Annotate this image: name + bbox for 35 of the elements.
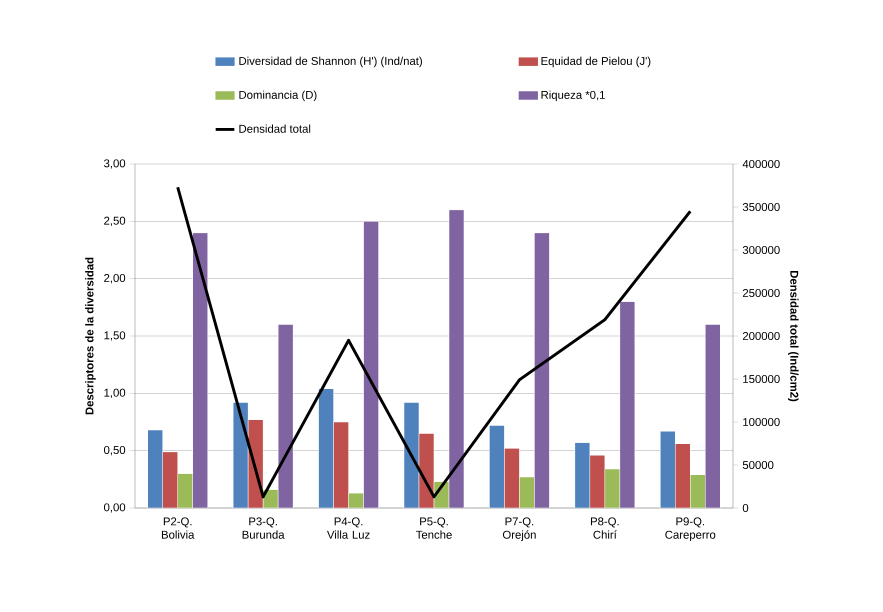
- x-tick-label: P5-Q. Tenche: [416, 517, 452, 539]
- y2-tick-label: 50000: [742, 461, 774, 470]
- y2-tick-label: 300000: [742, 246, 780, 254]
- line-series: [176, 186, 692, 498]
- y-axis-title: Descriptores de la diversidad: [85, 258, 96, 414]
- x-tick-label: P8-Q. Chirí: [590, 517, 619, 539]
- y-tick-label: 0,00: [104, 503, 126, 513]
- legend-label: Riqueza *0,1: [541, 90, 605, 102]
- x-tick-label: P7-Q. Orejón: [502, 517, 536, 541]
- bar: [177, 473, 193, 508]
- y-tick-label: 3,00: [104, 159, 126, 169]
- legend-label: Dominancia (D): [239, 90, 316, 102]
- x-tick-label: P9-Q. Careperro: [665, 517, 716, 541]
- y2-tick-label: 250000: [742, 289, 780, 298]
- y2-tick-label: 400000: [742, 160, 780, 168]
- x-tick-label: P2-Q. Bolivia: [162, 517, 194, 539]
- y-tick-label: 0,50: [104, 446, 126, 456]
- legend-label: Equidad de Pielou (J'): [541, 56, 650, 68]
- bar: [519, 476, 535, 508]
- y-tick-label: 2,50: [104, 216, 126, 226]
- y-tick-label: 1,00: [104, 388, 126, 398]
- y2-axis-title: Densidad total (Ind/cm2): [788, 270, 799, 402]
- y2-tick-label: 200000: [742, 332, 780, 340]
- y2-tick-label: 100000: [743, 418, 780, 426]
- y2-tick-label: 350000: [742, 203, 780, 212]
- bar: [604, 468, 620, 508]
- legend-label: Densidad total: [239, 124, 310, 133]
- y2-tick-label: 0: [742, 504, 748, 512]
- y-tick-label: 1,50: [104, 331, 126, 341]
- legend-label: Diversidad de Shannon (H') (Ind/nat): [239, 56, 422, 68]
- bar: [690, 474, 706, 508]
- x-tick-label: P4-Q. Villa Luz: [326, 517, 370, 539]
- y-tick-label: 2,00: [104, 274, 126, 284]
- x-tick-label: P3-Q. Burunda: [242, 517, 285, 539]
- y2-tick-label: 150000: [743, 375, 780, 384]
